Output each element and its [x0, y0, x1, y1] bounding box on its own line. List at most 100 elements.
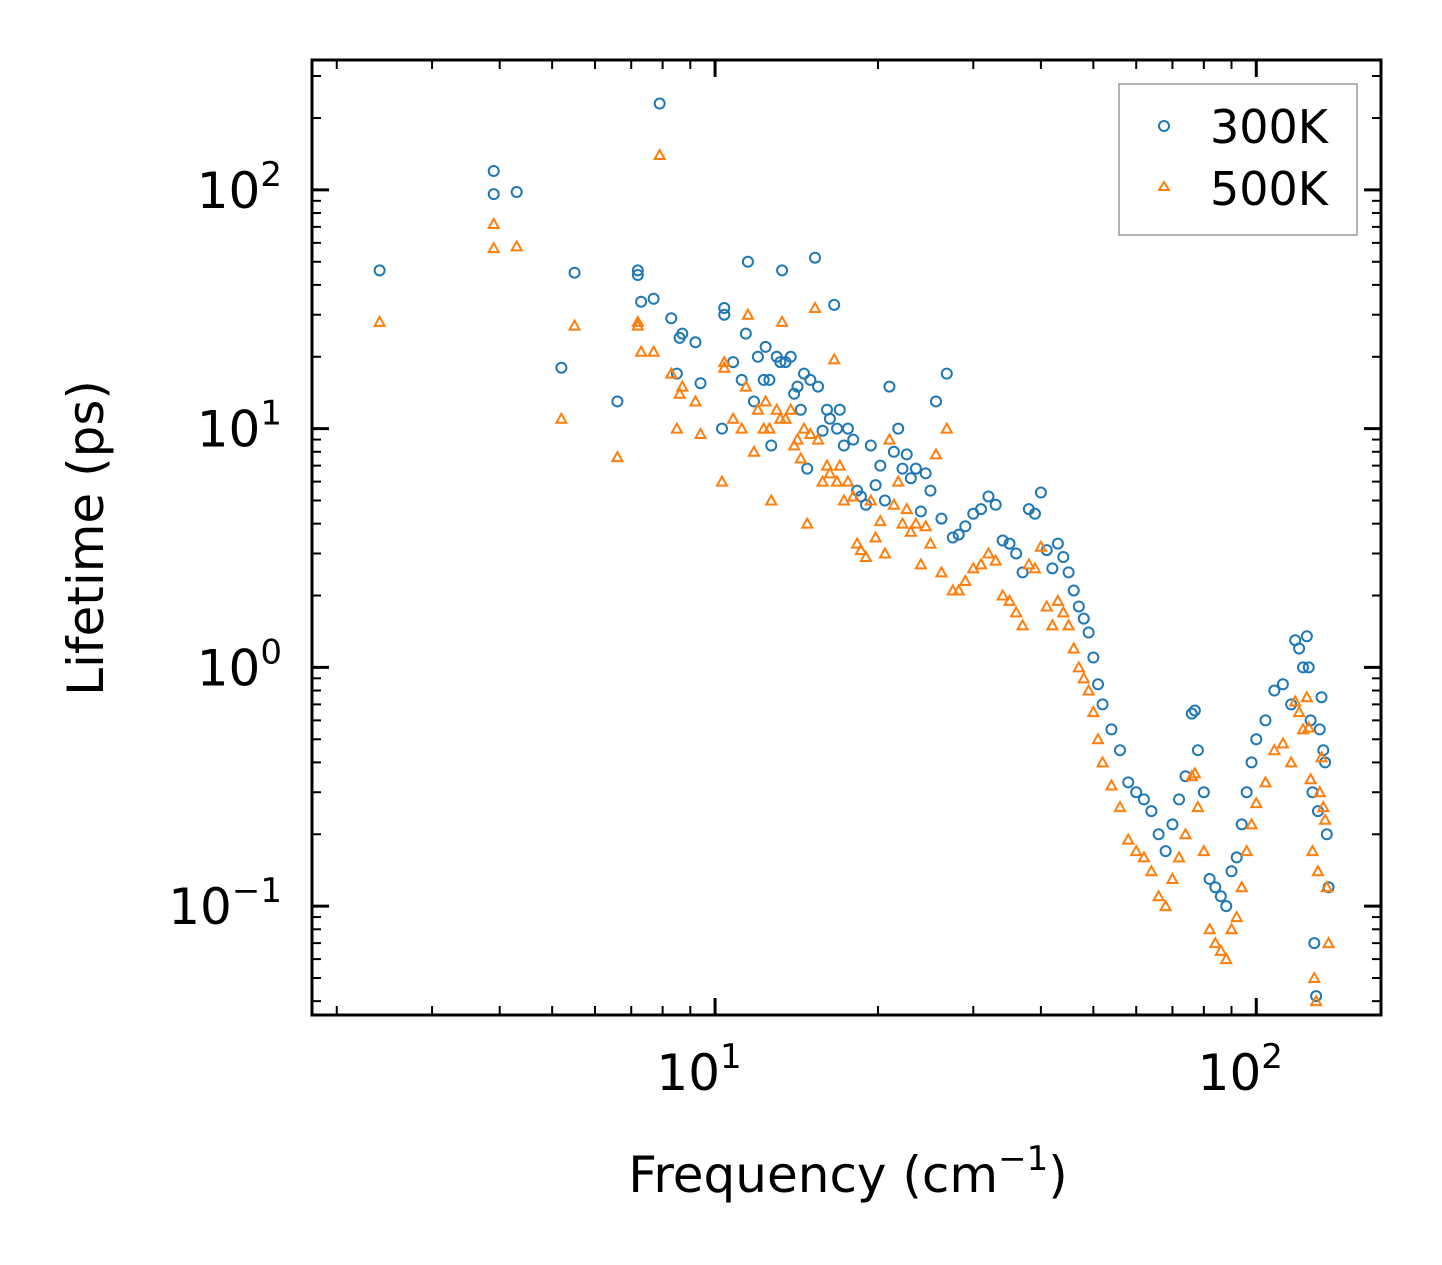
data-point-300k — [1166, 818, 1179, 831]
data-point-500k — [762, 421, 777, 434]
data-point-500k — [895, 516, 910, 529]
data-point-500k — [815, 474, 830, 487]
data-point-300k — [1245, 756, 1258, 769]
data-point-300k — [776, 264, 789, 277]
data-point-500k — [850, 536, 864, 549]
legend-frame — [1118, 83, 1358, 236]
data-point-300k — [631, 269, 644, 282]
data-point-300k — [1096, 698, 1109, 711]
y-tick-label: 10−1 — [168, 871, 282, 936]
data-point-300k — [718, 308, 731, 321]
data-point-300k — [635, 295, 648, 308]
data-point-300k — [1320, 828, 1333, 841]
data-point-300k — [959, 520, 972, 533]
data-point-500k — [1276, 736, 1290, 749]
data-point-500k — [1165, 871, 1180, 884]
data-point-300k — [647, 292, 660, 305]
data-point-500k — [487, 241, 501, 254]
data-point-300k — [788, 387, 801, 400]
data-point-300k — [1152, 828, 1165, 841]
data-point-300k — [812, 380, 825, 393]
data-point-500k — [1045, 618, 1060, 631]
data-point-300k — [1191, 744, 1204, 757]
data-point-300k — [874, 459, 887, 472]
data-point-500k — [634, 344, 648, 357]
data-point-300k — [989, 498, 1002, 511]
data-point-500k — [1258, 775, 1273, 788]
data-point-500k — [811, 432, 825, 445]
data-point-500k — [758, 394, 773, 407]
data-point-500k — [1104, 778, 1119, 791]
data-point-500k — [770, 402, 784, 415]
data-point-300k — [555, 361, 568, 374]
data-point-300k — [1046, 562, 1059, 575]
data-point-500k — [929, 447, 943, 460]
data-point-500k — [958, 573, 973, 587]
data-point-300k — [1010, 547, 1023, 560]
data-point-300k — [809, 251, 822, 264]
data-point-500k — [717, 360, 731, 373]
data-point-300k — [689, 336, 702, 349]
data-point-300k — [837, 439, 850, 452]
data-point-500k — [974, 557, 988, 570]
y-tick-label-base: 10 — [168, 878, 232, 936]
data-point-500k — [808, 300, 822, 314]
data-point-300k — [1235, 818, 1248, 831]
data-point-500k — [891, 474, 905, 487]
data-point-500k — [1244, 817, 1259, 830]
data-point-300k — [1137, 793, 1150, 806]
data-point-300k — [1003, 537, 1016, 550]
data-point-500k — [739, 379, 753, 392]
data-point-500k — [1202, 922, 1217, 935]
data-point-500k — [1056, 605, 1071, 618]
data-point-500k — [1034, 539, 1048, 552]
data-point-500k — [1292, 705, 1306, 718]
data-point-500k — [1002, 593, 1017, 606]
data-point-500k — [664, 366, 678, 379]
legend-marker-500k — [1157, 180, 1171, 191]
data-point-300k — [1203, 872, 1216, 885]
data-point-500k — [741, 307, 755, 320]
data-point-300k — [831, 422, 844, 435]
data-point-300k — [798, 367, 811, 380]
data-point-300k — [1105, 723, 1118, 736]
data-point-300k — [1057, 550, 1070, 563]
data-point-300k — [1300, 630, 1313, 643]
y-tick-label-base: 10 — [197, 401, 261, 459]
data-point-300k — [1159, 845, 1172, 858]
data-point-500k — [882, 432, 897, 445]
x-axis-label: Frequency (cm−1) — [628, 1139, 1068, 1204]
data-point-500k — [1067, 641, 1081, 654]
data-point-500k — [1288, 694, 1302, 707]
data-point-500k — [1316, 800, 1331, 813]
data-point-300k — [665, 312, 678, 325]
data-point-500k — [790, 432, 805, 445]
data-point-300k — [823, 412, 836, 425]
data-point-300k — [900, 448, 913, 461]
data-point-500k — [1178, 827, 1193, 840]
data-point-300k — [1285, 698, 1298, 711]
data-point-300k — [1310, 990, 1323, 1003]
data-point-500k — [1172, 850, 1186, 863]
data-point-500k — [981, 546, 996, 559]
data-point-500k — [1091, 732, 1105, 745]
data-point-300k — [892, 422, 905, 435]
data-point-300k — [1230, 851, 1243, 864]
x-tick-label-exp: 2 — [1261, 1037, 1283, 1077]
data-point-300k — [940, 367, 953, 380]
data-point-500k — [934, 565, 949, 578]
data-point-300k — [1250, 733, 1263, 746]
data-point-300k — [982, 490, 995, 503]
data-point-500k — [1224, 922, 1239, 935]
data-point-300k — [946, 531, 959, 544]
data-point-300k — [828, 298, 841, 311]
data-point-300k — [487, 164, 500, 177]
data-point-300k — [1082, 626, 1095, 639]
data-point-300k — [919, 467, 932, 480]
data-point-300k — [510, 185, 523, 198]
data-point-300k — [1067, 584, 1080, 597]
data-point-500k — [918, 519, 933, 532]
data-point-500k — [764, 493, 778, 506]
data-point-300k — [759, 340, 772, 353]
data-point-500k — [1086, 705, 1101, 718]
